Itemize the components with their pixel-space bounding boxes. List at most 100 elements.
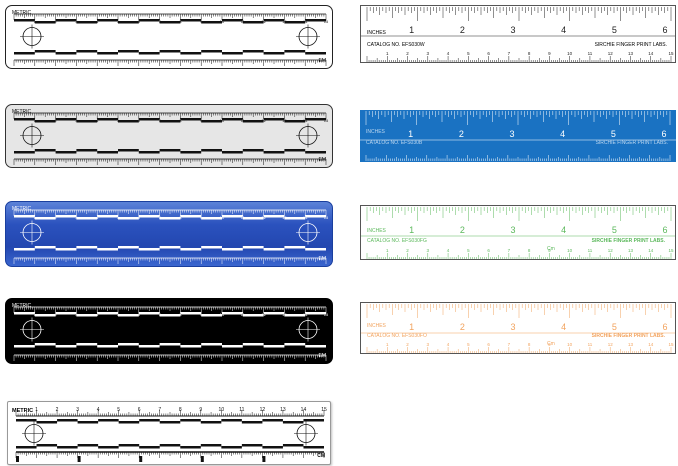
scale-bar-bottom <box>242 343 264 346</box>
scale-bar-bottom <box>118 444 140 447</box>
cm-number: 4 <box>447 342 450 347</box>
scale-bar-top <box>76 314 98 317</box>
catalog-label: CATALOG NO. EFS030B <box>366 140 423 146</box>
scale-bar-bottom <box>284 343 306 346</box>
cm-number: 13 <box>628 51 634 56</box>
scale-bar-bottom <box>159 50 181 53</box>
scale-bar-top <box>242 21 264 24</box>
scale-bar-bottom <box>282 444 304 447</box>
scale-bar-top <box>201 314 222 317</box>
inch-ruler-graphic: 1 2 3 4 5 61 2 3 4 5 6 7 8 9 10 11 12 13 14 15 <box>361 207 675 259</box>
cm-number: 14 <box>301 407 307 413</box>
catalog-label: CATALOG NO. EFS030W <box>367 42 425 48</box>
cm-number: 9 <box>548 342 551 347</box>
scale-bar-bottom <box>55 345 77 348</box>
inch-number: 4 <box>560 129 565 139</box>
scale-bar-top <box>138 118 160 121</box>
inch-number: 6 <box>662 25 667 35</box>
brand-label: SIRCHIE FINGER PRINT LABS. <box>591 333 665 339</box>
scale-bar-top <box>159 314 181 317</box>
inch-number: 4 <box>561 322 566 332</box>
scale-bar-bottom <box>77 444 99 447</box>
scale-bar-top <box>76 120 98 123</box>
inch-number: 2 <box>460 225 465 235</box>
scale-bar-top <box>34 21 56 24</box>
cm-number: 1 <box>35 407 38 413</box>
metric-label: METRIC <box>12 408 34 414</box>
cm-number: 9 <box>548 248 551 253</box>
scale-bar-bottom <box>222 345 243 348</box>
cm-number: 14 <box>648 51 654 56</box>
scale-bar-top <box>180 215 202 218</box>
scale-bar-top <box>263 19 285 22</box>
inch-number: 3 <box>510 25 515 35</box>
end-label: EM <box>318 157 327 163</box>
metric-label: METRIC <box>12 303 32 309</box>
scale-bar-bottom <box>242 50 264 53</box>
cm-label: Cm <box>547 341 555 347</box>
scale-bar-bottom <box>138 52 160 55</box>
scale-bar-bottom <box>14 52 35 55</box>
inch-number: 6 <box>662 322 667 332</box>
cm-number: 5 <box>467 248 470 253</box>
scale-bar-bottom <box>242 149 264 152</box>
scale-bar-bottom <box>222 151 243 154</box>
scale-bar-bottom <box>180 446 201 449</box>
cm-number: 2 <box>406 51 409 56</box>
scale-bar-top <box>14 19 35 22</box>
cm-number: 2 <box>406 248 409 253</box>
scale-block <box>262 456 266 462</box>
scale-bar-top <box>118 120 139 123</box>
cm-number: 7 <box>158 407 161 413</box>
inch-ruler-orange: 1 2 3 4 5 6 1 2 3 4 5 6 7 8 9 10 11 12 13 14 15 INCHES CATAL… <box>360 302 676 354</box>
cm-number: 8 <box>528 342 531 347</box>
scale-bar-top <box>242 217 264 220</box>
cm-number: 4 <box>97 407 100 413</box>
scale-bar-bottom <box>200 444 222 447</box>
scale-bar-bottom <box>303 446 324 449</box>
scale-bar-bottom <box>97 345 118 348</box>
scale-bar-top <box>159 217 181 220</box>
scale-bar-bottom <box>305 52 326 55</box>
scale-bar-top <box>263 312 285 315</box>
scale-bar-bottom <box>97 248 118 251</box>
scale-bar-bottom <box>263 248 285 251</box>
inch-number: 3 <box>509 129 514 139</box>
scale-bar-bottom <box>34 149 56 152</box>
ruler-marks: 1 2 3 4 5 61 2 3 4 5 6 7 8 9 10 11 12 13 14 15 <box>361 7 675 62</box>
inch-number: 3 <box>510 322 515 332</box>
scale-bar-bottom <box>201 343 222 346</box>
scale-bar-top <box>284 21 306 24</box>
scale-bar-top <box>34 120 56 123</box>
scale-bar-top <box>139 419 160 422</box>
brand-label: SIRCHIE FINGER PRINT LABS. <box>595 140 668 146</box>
cm-number: 2 <box>406 342 409 347</box>
scale-bar-top <box>118 21 139 24</box>
inches-label: INCHES <box>367 30 386 36</box>
inch-number: 1 <box>409 225 414 235</box>
scale-bar-bottom <box>55 151 77 154</box>
scale-bar-top <box>34 314 56 317</box>
scale-bar-bottom <box>76 149 98 152</box>
inches-label: INCHES <box>367 228 386 234</box>
cm-number: 14 <box>648 342 654 347</box>
ruler-marks: 1 2 3 4 5 6 <box>360 111 676 161</box>
scale-bar-bottom <box>76 343 98 346</box>
scale-bar-bottom <box>34 343 56 346</box>
cm-number: 9 <box>199 407 202 413</box>
cm-number: 6 <box>487 248 490 253</box>
scale-bar-top <box>159 21 181 24</box>
scale-bar-bottom <box>284 246 306 249</box>
inch-number: 5 <box>612 322 617 332</box>
cm-number: 5 <box>467 51 470 56</box>
